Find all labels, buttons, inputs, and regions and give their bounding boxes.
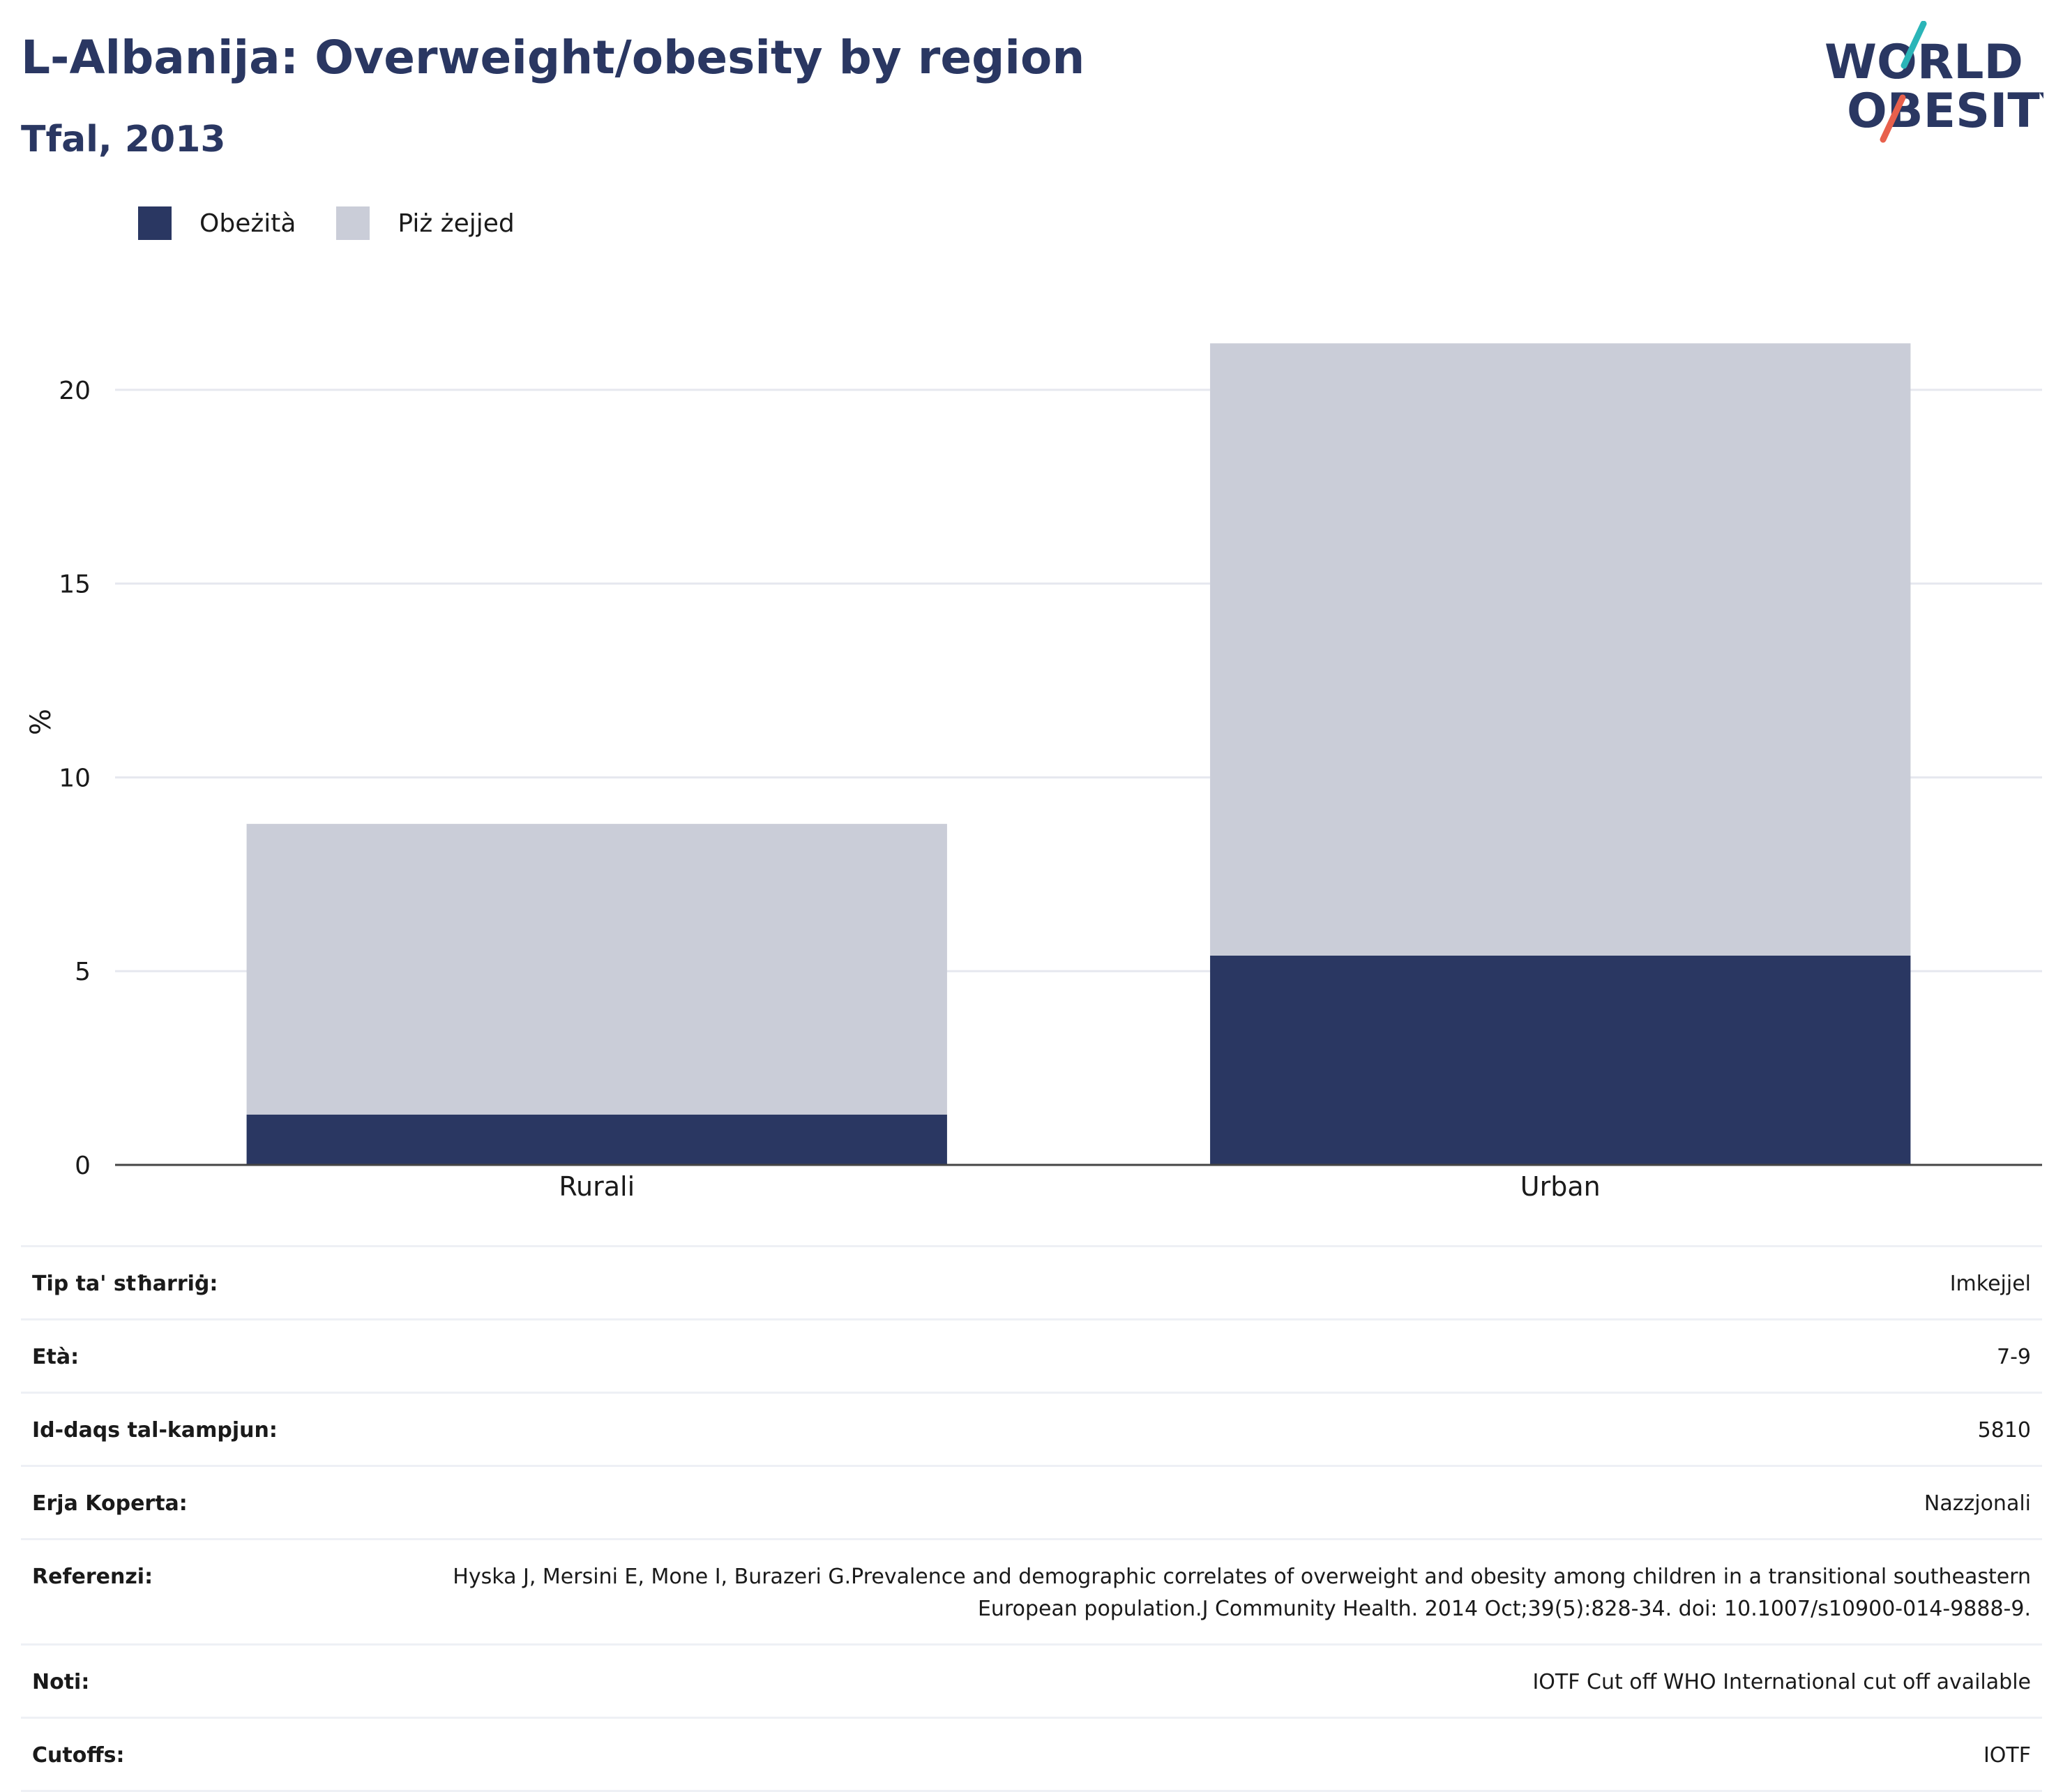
bar-overweight (246, 824, 947, 1115)
bar-obesity (1210, 956, 1911, 1165)
info-value: 7-9 (1997, 1345, 2031, 1369)
info-row: Referenzi: Hyska J, Mersini E, Mone I, Bu… (21, 1540, 2042, 1646)
x-tick-label: Rurali (559, 1171, 635, 1202)
info-value: Hyska J, Mersini E, Mone I, Burazeri G.P… (453, 1565, 2031, 1621)
page-subtitle: Tfal, 2013 (21, 119, 226, 160)
y-tick-label: 0 (75, 1152, 91, 1180)
bar-chart: 0 5 10 15 20 Rurali Urban% (25, 343, 2042, 1202)
info-label: Erja Koperta: (32, 1491, 188, 1516)
y-tick-label: 15 (59, 571, 91, 599)
bar-overweight (1210, 343, 1911, 956)
info-label: Cutoffs: (32, 1743, 125, 1768)
info-value: IOTF Cut off WHO International cut off a… (1532, 1670, 2031, 1694)
survey-info-table: Tip ta' stħarriġ: Imkejjel Età: 7-9 Id-daqs … (21, 1245, 2042, 1792)
legend-item-overweight[interactable]: Piż żejjed (336, 206, 515, 240)
logo-line-2: OBESITY (1847, 84, 2043, 139)
chart-legend: Obeżità Piż żejjed (138, 206, 555, 240)
info-row: Id-daqs tal-kampjun: 5810 (21, 1394, 2042, 1467)
y-axis-label: % (25, 709, 57, 735)
page-title: L-Albanija: Overweight/obesity by region (21, 31, 1085, 84)
logo-slash-bottom (1880, 94, 1906, 143)
legend-label-obesity: Obeżità (199, 209, 296, 238)
legend-label-overweight: Piż żejjed (398, 209, 515, 238)
legend-item-obesity[interactable]: Obeżità (138, 206, 296, 240)
bar-obesity (246, 1114, 947, 1165)
info-label: Referenzi: (32, 1565, 153, 1589)
info-row: Cutoffs: IOTF (21, 1719, 2042, 1792)
info-row: Noti: IOTF Cut off WHO International cut … (21, 1646, 2042, 1719)
info-label: Tip ta' stħarriġ: (32, 1272, 218, 1296)
logo-line-1: WORLD (1824, 35, 2023, 90)
logo-slash-top (1900, 21, 1927, 69)
y-tick-label: 10 (59, 764, 91, 792)
legend-swatch-obesity (138, 206, 172, 240)
world-obesity-logo: WORLD OBESITY (1824, 21, 2043, 143)
info-row: Tip ta' stħarriġ: Imkejjel (21, 1247, 2042, 1320)
y-tick-label: 5 (75, 958, 91, 986)
info-label: Età: (32, 1345, 80, 1369)
info-label: Noti: (32, 1670, 90, 1694)
info-value: 5810 (1977, 1418, 2031, 1443)
info-row: Erja Koperta: Nazzjonali (21, 1467, 2042, 1540)
x-tick-label: Urban (1520, 1171, 1601, 1202)
y-tick-label: 20 (59, 377, 91, 405)
info-row: Età: 7-9 (21, 1320, 2042, 1394)
info-label: Id-daqs tal-kampjun: (32, 1418, 278, 1443)
info-value: IOTF (1983, 1743, 2031, 1768)
info-value: Nazzjonali (1924, 1491, 2031, 1516)
legend-swatch-overweight (336, 206, 370, 240)
info-value: Imkejjel (1949, 1272, 2031, 1296)
